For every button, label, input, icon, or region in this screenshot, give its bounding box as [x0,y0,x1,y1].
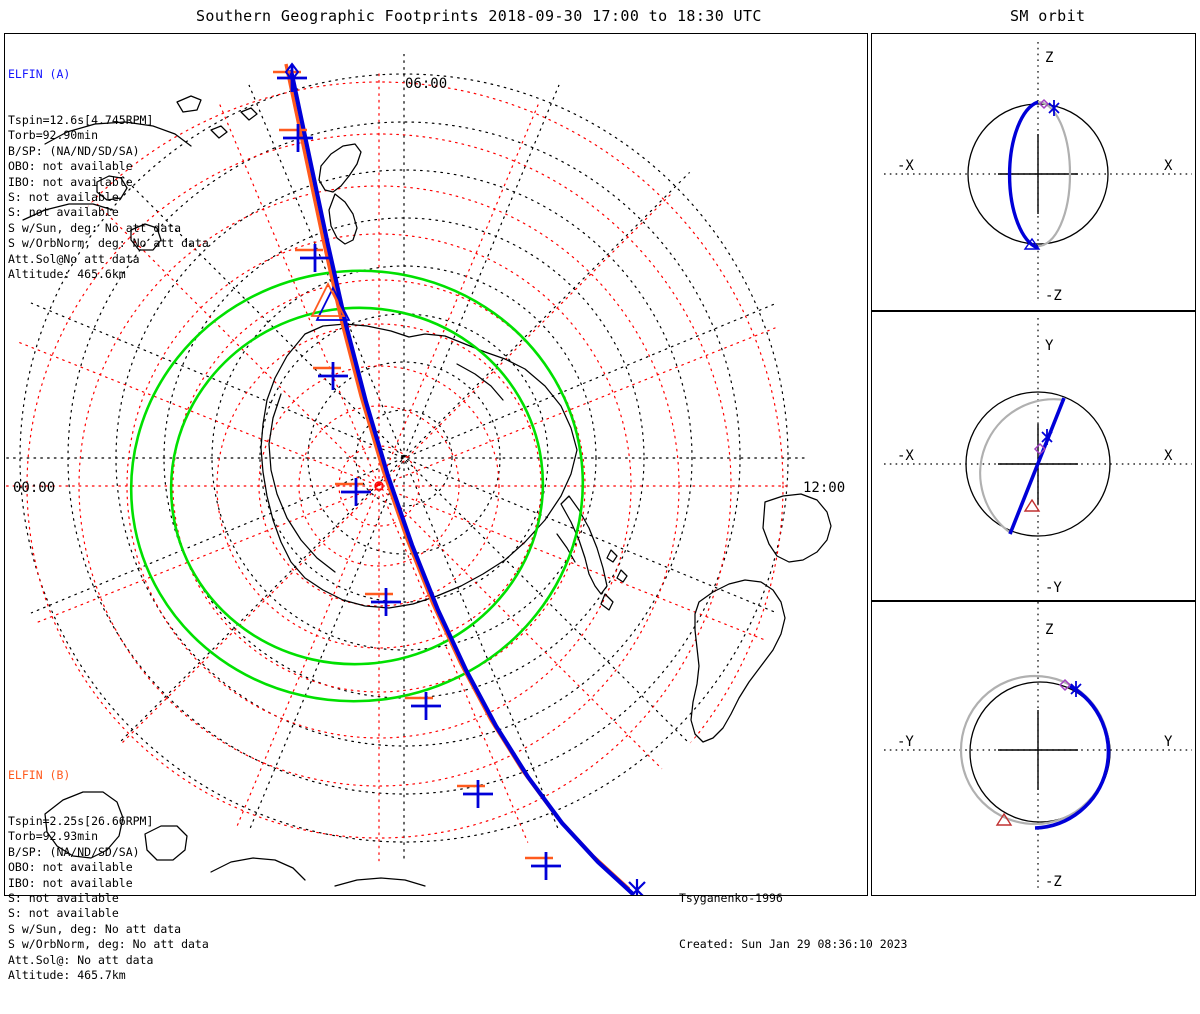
clock-label-top: 06:00 [405,76,448,92]
sm-panel-xz[interactable]: Z -Z -X X [871,33,1196,311]
elfin-b-line: S w/OrbNorm, deg: No att data [8,937,209,952]
elfin-a-title: ELFIN (A) [8,66,71,81]
footprint-map-panel[interactable]: 00:00 06:00 12:00 18:00 [4,33,868,896]
elfin-a-lines: Tspin=12.6s[4.745RPM] Torb=92.90min B/SP: … [8,113,209,282]
axis-label-up-xy: Y [1045,338,1054,354]
elfin-a-line: S w/OrbNorm, deg: No att data [8,236,209,251]
axis-label-down-xz: -Z [1045,288,1062,304]
elfin-a-line: Torb=92.90min [8,128,99,143]
start-diamond-xy [1033,442,1047,456]
elfin-a-line: B/SP: (NA/ND/SD/SA) [8,143,140,158]
elfin-b-line: S: not available [8,891,119,906]
axis-label-right-xy: X [1164,448,1173,464]
axis-label-right-yz: Y [1164,734,1173,750]
sm-orbit-title: SM orbit [1010,7,1086,25]
elfin-a-line: S: not available [8,205,119,220]
elfin-b-line: OBO: not available [8,860,133,875]
end-asterisk [628,879,646,895]
auroral-oval [129,269,585,703]
start-diamond-yz [1058,678,1072,692]
tick-marks-a [277,64,561,880]
elfin-b-line: Att.Sol@: No att data [8,952,154,967]
elfin-b-line: IBO: not available [8,875,133,890]
elfin-a-info-block: ELFIN (A) Tspin=12.6s[4.745RPM] Torb=92.9… [8,36,209,313]
view-center-triangle-a [315,285,351,321]
footprint-map-svg [5,54,832,895]
axis-label-left-yz: -Y [897,734,914,750]
elfin-a-line: OBO: not available [8,159,133,174]
sm-panel-yz[interactable]: Z -Z -Y Y [871,601,1196,896]
elfin-b-track [284,63,631,891]
elfin-a-line: IBO: not available [8,174,133,189]
elfin-b-line: Tspin=2.25s[26.66RPM] [8,814,154,829]
clock-label-right: 12:00 [803,480,846,496]
axis-label-down-yz: -Z [1045,874,1062,890]
sm-yz-svg: Z -Z -Y Y [884,602,1192,892]
clock-label-left: 00:00 [13,480,56,496]
elfin-b-line: Altitude: 465.7km [8,968,126,983]
start-diamond-xz [1038,98,1050,110]
elfin-a-line: Tspin=12.6s[4.745RPM] [8,113,154,128]
axis-label-up-yz: Z [1045,622,1053,638]
axis-label-right-xz: X [1164,158,1173,174]
sm-xy-svg: Y -Y -X X [884,318,1192,596]
end-asterisk-yz [1070,681,1082,697]
view-center-triangle-b [310,281,346,317]
axis-label-down-xy: -Y [1045,580,1062,596]
elfin-b-line: S: not available [8,906,119,921]
page-title: Southern Geographic Footprints 2018-09-3… [196,7,762,25]
end-asterisk-xy [1041,429,1053,445]
elfin-b-info-block: ELFIN (B) Tspin=2.25s[26.66RPM] Torb=92.9… [8,737,209,1014]
elfin-a-line: S w/Sun, deg: No att data [8,220,182,235]
elfin-a-track [288,69,636,895]
created-timestamp: Created: Sun Jan 29 08:36:10 2023 [679,937,908,952]
elfin-b-line: S w/Sun, deg: No att data [8,921,182,936]
elfin-b-title: ELFIN (B) [8,767,71,782]
elfin-b-line: B/SP: (NA/ND/SD/SA) [8,844,140,859]
axis-label-up-xz: Z [1045,50,1053,66]
sm-xz-svg: Z -Z -X X [884,42,1192,304]
elfin-a-line: Att.Sol@No att data [8,251,140,266]
center-triangle-xy [1023,498,1041,512]
sm-panel-xy[interactable]: Y -Y -X X [871,311,1196,601]
start-diamond [284,62,300,82]
axis-label-left-xy: -X [897,448,914,464]
elfin-b-lines: Tspin=2.25s[26.66RPM] Torb=92.93min B/SP: … [8,814,209,983]
elfin-a-line: S: not available [8,190,119,205]
end-asterisk-xz [1048,100,1060,116]
magnetic-pole-marker [374,481,384,491]
axis-label-left-xz: -X [897,158,914,174]
center-triangle-xz [1023,237,1041,250]
center-triangle-yz [995,812,1013,826]
elfin-a-line: Altitude: 465.6km [8,267,126,282]
elfin-b-line: Torb=92.93min [8,829,99,844]
